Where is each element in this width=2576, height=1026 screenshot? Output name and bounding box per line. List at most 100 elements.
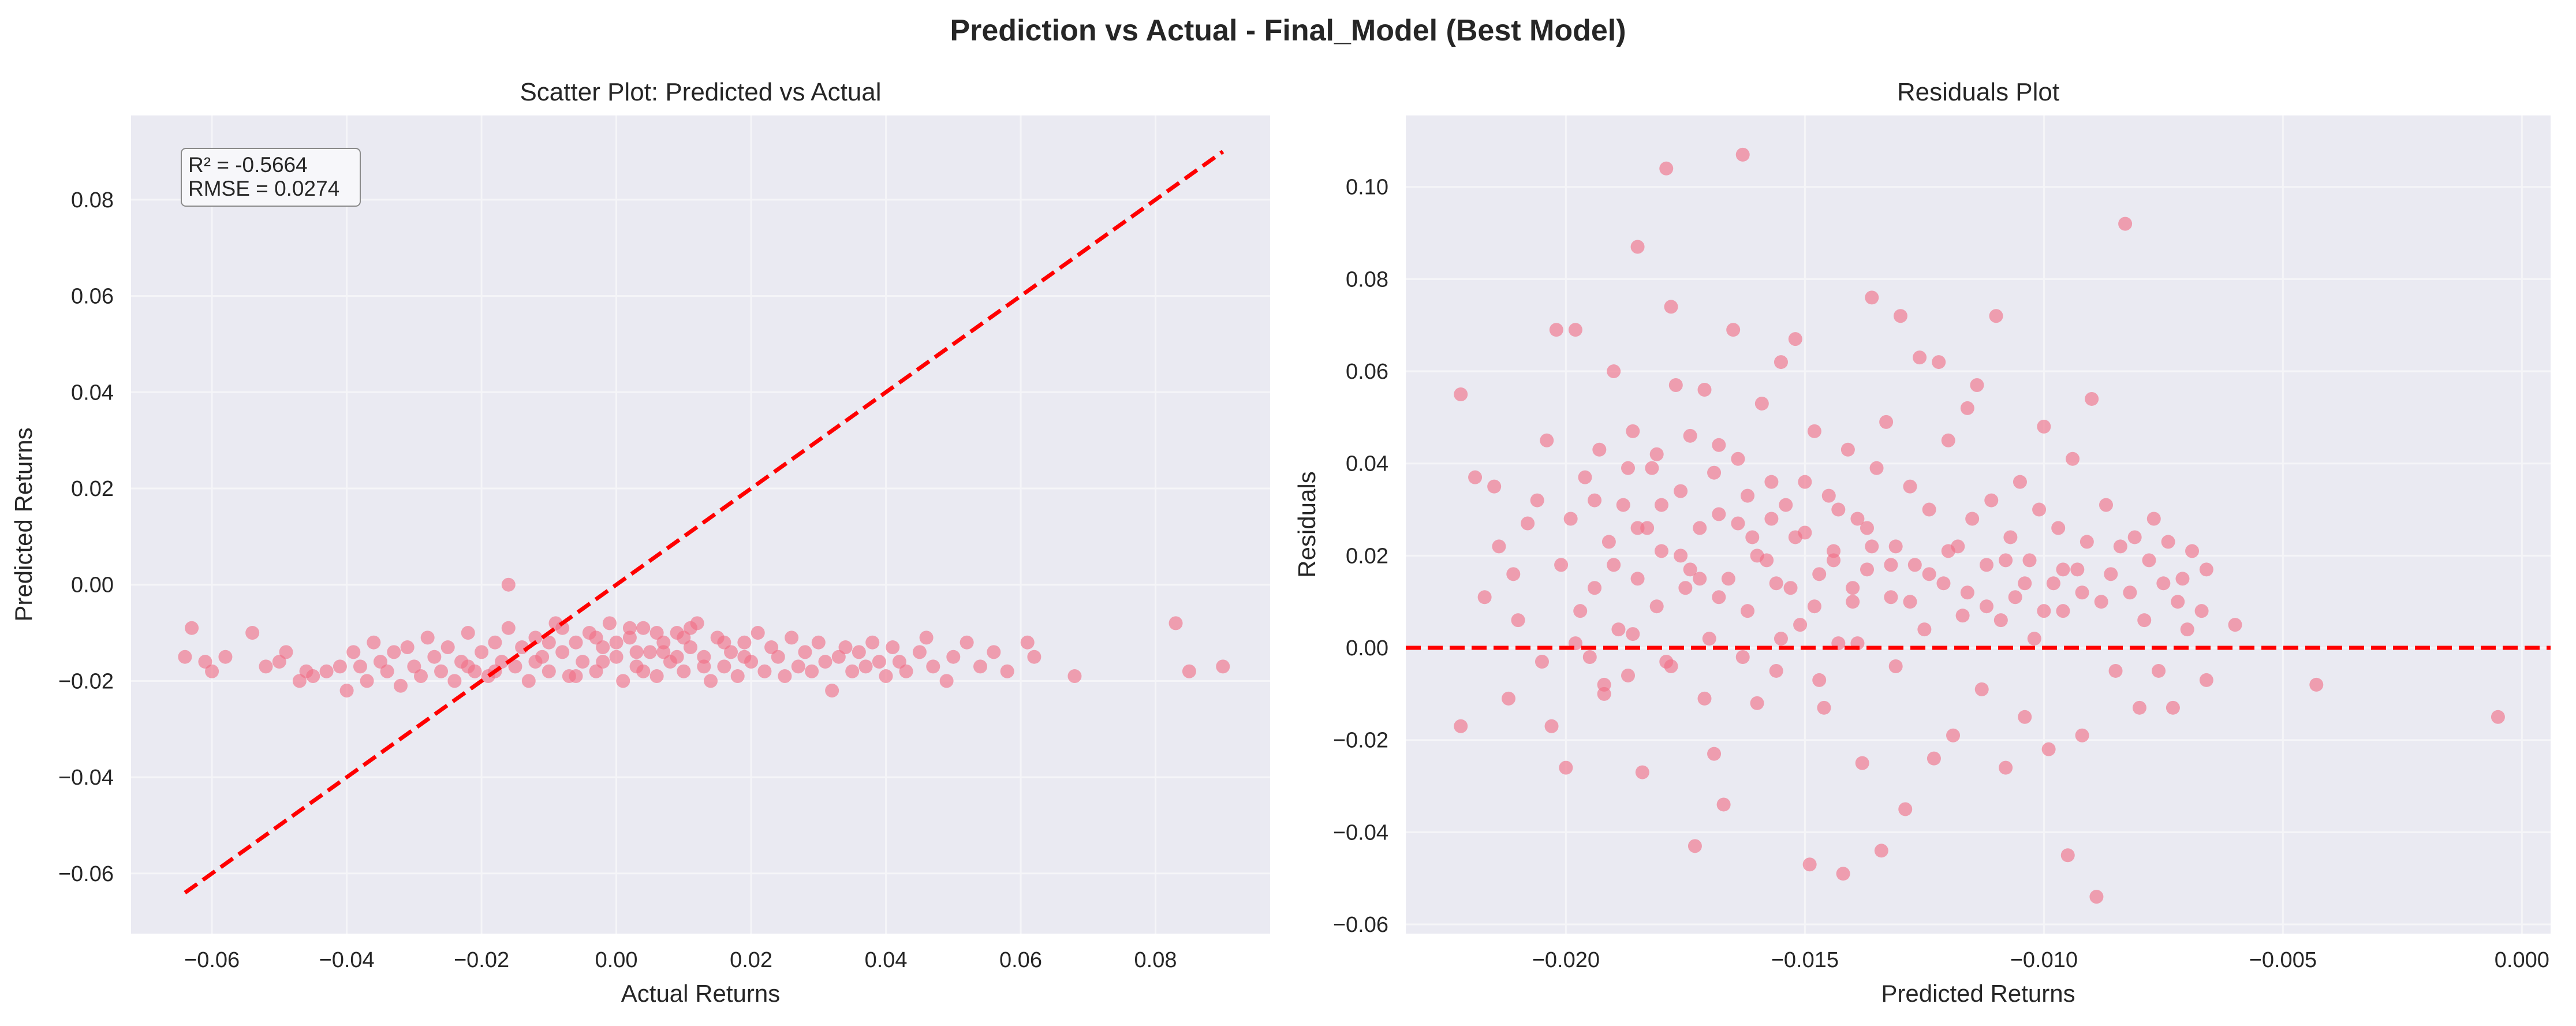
residual-point — [1544, 719, 1559, 733]
scatter-point — [879, 669, 893, 684]
identity-reference-line — [184, 150, 1224, 894]
residual-point — [1716, 797, 1731, 812]
scatter-point — [683, 621, 697, 635]
residual-point — [1506, 567, 1521, 581]
residual-point — [1774, 355, 1788, 370]
residual-point — [2075, 585, 2089, 600]
residual-point — [1903, 595, 1917, 609]
scatter-point — [919, 630, 934, 645]
residual-point — [2041, 742, 2056, 756]
residual-point — [2018, 710, 2032, 724]
annotation-background — [181, 148, 361, 207]
scatter-point — [555, 621, 570, 635]
scatter-point — [542, 635, 556, 650]
residual-point — [1659, 161, 1674, 176]
scatter-point — [609, 650, 624, 664]
residual-point — [1807, 599, 1821, 614]
residual-point — [2180, 622, 2194, 637]
scatter-point — [400, 640, 415, 655]
residual-point — [1879, 415, 1894, 429]
scatter-point — [886, 640, 900, 655]
scatter-point — [461, 659, 475, 674]
scatter-point — [346, 645, 361, 659]
residual-point — [1530, 493, 1544, 508]
residual-point — [1649, 447, 1664, 461]
residual-point — [1979, 599, 1993, 614]
residual-point — [1821, 488, 1836, 503]
scatter-point — [373, 655, 387, 669]
scatter-point — [912, 645, 927, 659]
scatter-point — [805, 664, 819, 678]
residual-point — [1707, 465, 1722, 480]
scatter-point — [447, 674, 462, 688]
residual-point — [1846, 595, 1860, 609]
y-tick-label: 0.08 — [71, 188, 114, 212]
scatter-point — [569, 669, 583, 684]
residual-point — [1712, 590, 1726, 605]
residual-point — [1683, 428, 1697, 443]
x-tick-label: 0.000 — [2495, 948, 2549, 972]
scatter-point — [521, 674, 536, 688]
scatter-point — [825, 684, 839, 698]
residual-point — [2171, 595, 2185, 609]
residuals-y-axis-label: Residuals — [1293, 471, 1320, 577]
residual-point — [2003, 530, 2018, 544]
residual-point — [2027, 632, 2041, 646]
residual-point — [1626, 627, 1640, 641]
residual-point — [2166, 700, 2180, 715]
residual-point — [1884, 558, 1898, 572]
scatter-point — [656, 635, 671, 650]
x-tick-label: −0.005 — [2249, 948, 2317, 972]
residual-point — [1721, 572, 1735, 586]
scatter-point — [589, 630, 603, 645]
scatter-point — [306, 669, 320, 684]
residual-point — [1563, 512, 1578, 526]
residual-point — [1635, 765, 1649, 779]
residual-point — [2113, 539, 2127, 554]
residual-point — [1549, 323, 1563, 337]
scatter-point — [245, 626, 260, 640]
residual-point — [2056, 604, 2070, 618]
residuals-tick-labels: −0.020 −0.015 −0.010 −0.005 0.000 −0.06 −0.04 −… — [1333, 176, 2549, 972]
scatter-point — [501, 577, 516, 592]
residual-point — [1779, 498, 1793, 512]
residual-point — [1865, 290, 1879, 305]
y-tick-label: −0.06 — [1333, 913, 1388, 937]
residual-point — [1654, 498, 1668, 512]
residual-point — [2127, 530, 2142, 544]
residual-point — [1654, 544, 1668, 558]
residual-points — [1454, 147, 2505, 904]
residual-point — [1802, 857, 1817, 872]
residual-point — [1932, 355, 1946, 370]
residual-point — [1707, 747, 1722, 761]
residual-point — [1788, 332, 1802, 346]
residual-point — [1540, 433, 1554, 447]
residual-point — [1817, 700, 1831, 715]
residual-point — [1568, 323, 1582, 337]
residual-point — [2089, 890, 2104, 904]
scatter-y-axis-label: Predicted Returns — [10, 427, 37, 621]
scatter-point — [434, 664, 449, 678]
residual-point — [1989, 309, 2003, 323]
residual-point — [1454, 387, 1468, 401]
residual-point — [1903, 479, 1917, 494]
residual-point — [1535, 654, 1549, 669]
x-tick-label: −0.015 — [1771, 948, 1839, 972]
residual-point — [1735, 650, 1750, 665]
y-tick-label: 0.08 — [1346, 267, 1388, 292]
residual-point — [1812, 673, 1827, 687]
residual-point — [1735, 147, 1750, 162]
residual-point — [2056, 562, 2070, 577]
x-tick-label: 0.08 — [1134, 948, 1177, 972]
residual-point — [1630, 240, 1645, 254]
residual-point — [2118, 217, 2133, 231]
scatter-point — [960, 635, 974, 650]
y-tick-label: 0.00 — [71, 573, 114, 598]
residual-point — [1511, 613, 1525, 628]
residual-point — [2032, 502, 2047, 517]
scatter-point — [1216, 659, 1230, 674]
scatter-point — [845, 664, 860, 678]
residual-point — [1640, 521, 1655, 535]
residual-point — [1893, 309, 1907, 323]
scatter-point — [205, 664, 219, 678]
